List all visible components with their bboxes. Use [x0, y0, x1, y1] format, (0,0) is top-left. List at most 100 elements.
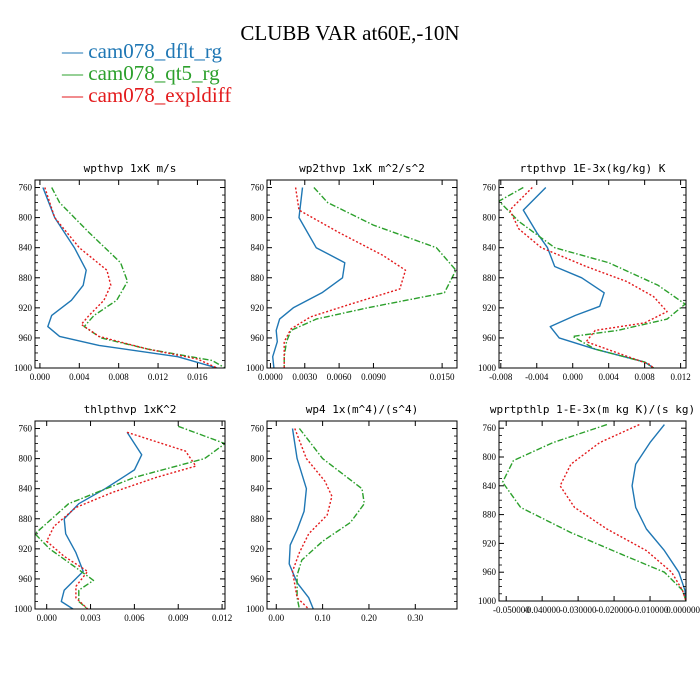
x-tick-label: 0.000 [30, 372, 51, 382]
x-tick-label: 0.0090 [361, 372, 386, 382]
panels: wpthvp 1xK m/s76080084088092096010000.00… [14, 162, 700, 623]
plot-frame [498, 179, 687, 369]
x-tick-label: 0.0030 [292, 372, 317, 382]
plot-frame [498, 420, 687, 602]
series-line-cam078_qt5_rg [51, 187, 225, 368]
x-tick-label: 0.003 [80, 613, 101, 623]
series-line-cam078_expldiff [46, 431, 197, 609]
x-tick-label: 0.004 [599, 372, 620, 382]
panel-title: wp2thvp 1xK m^2/s^2 [299, 162, 425, 175]
y-tick-label: 960 [483, 567, 497, 577]
x-tick-label: 0.000 [37, 613, 58, 623]
x-tick-label: 0.009 [168, 613, 189, 623]
y-tick-label: 760 [483, 183, 497, 193]
panel-5: wprtpthlp 1-E-3x(m kg K)/(s kg) 760 800 840… [478, 403, 700, 615]
panel-1: wp2thvp 1xK m^2/s^2 760 800 840 880 920 960 100… [246, 162, 458, 382]
y-tick-label: 960 [19, 333, 33, 343]
legend: — cam078_dflt_rg— cam078_qt5_rg— cam078_… [61, 39, 231, 107]
panel-title: wprtpthlp 1-E-3x(m kg K)/(s kg) [490, 403, 695, 416]
panel-title: rtpthvp 1E-3x(kg/kg) K [520, 162, 666, 175]
series-line-cam078_expldiff [509, 187, 668, 368]
figure-title: CLUBB VAR at60E,-10N [240, 21, 459, 45]
y-tick-label: 840 [483, 481, 497, 491]
panel-title: wpthvp 1xK m/s [84, 162, 177, 175]
y-tick-label: 840 [483, 243, 497, 253]
panel-0: wpthvp 1xK m/s76080084088092096010000.00… [14, 162, 226, 382]
series-line-cam078_qt5_rg [283, 187, 457, 368]
x-tick-label: 0.012 [212, 613, 232, 623]
series-line-cam078_qt5_rg [35, 425, 225, 609]
series-line-cam078_expldiff [283, 187, 407, 368]
panel-title: thlpthvp 1xK^2 [84, 403, 177, 416]
series-line-cam078_dflt_rg [60, 431, 143, 609]
x-tick-label: -0.030000 [560, 605, 597, 615]
y-tick-label: 1000 [246, 363, 265, 373]
y-tick-label: 1000 [14, 363, 33, 373]
x-tick-label: 0.008 [635, 372, 656, 382]
y-tick-label: 960 [251, 574, 265, 584]
y-tick-label: 920 [251, 544, 265, 554]
legend-item-0: — cam078_dflt_rg [61, 39, 223, 63]
y-tick-label: 880 [251, 514, 265, 524]
y-tick-label: 760 [19, 424, 33, 434]
y-tick-label: 920 [251, 303, 265, 313]
plot-frame [266, 420, 458, 610]
y-tick-label: 920 [483, 303, 497, 313]
x-tick-label: 0.30 [407, 613, 423, 623]
x-tick-label: 0.012 [148, 372, 168, 382]
x-tick-label: 0.006 [124, 613, 145, 623]
y-tick-label: 880 [19, 273, 33, 283]
y-tick-label: 880 [19, 514, 33, 524]
y-tick-label: 760 [251, 424, 265, 434]
series-line-cam078_qt5_rg [501, 423, 686, 601]
y-tick-label: 1000 [246, 604, 265, 614]
y-tick-label: 920 [19, 303, 33, 313]
plot-frame [266, 179, 458, 369]
y-tick-label: 800 [251, 213, 265, 223]
y-tick-label: 760 [483, 423, 497, 433]
y-tick-label: 960 [251, 333, 265, 343]
x-tick-label: 0.20 [361, 613, 377, 623]
series-line-cam078_qt5_rg [499, 186, 686, 368]
x-tick-label: -0.004 [525, 372, 549, 382]
x-tick-label: -0.010000 [632, 605, 669, 615]
y-tick-label: 880 [251, 273, 265, 283]
panel-2: rtpthvp 1E-3x(kg/kg) K 760 800 840 880 920 960… [478, 162, 691, 382]
series-line-cam078_dflt_rg [288, 428, 314, 609]
series-line-cam078_expldiff [44, 187, 218, 368]
y-tick-label: 1000 [478, 363, 497, 373]
x-tick-label: 0.0150 [430, 372, 455, 382]
x-tick-label: -0.008 [489, 372, 513, 382]
series-line-cam078_dflt_rg [631, 424, 686, 601]
x-tick-label: 0.0060 [327, 372, 352, 382]
y-tick-label: 920 [19, 544, 33, 554]
y-tick-label: 880 [483, 510, 497, 520]
panel-4: wp4 1x(m^4)/(s^4)76080084088092096010000… [246, 403, 458, 623]
x-tick-label: 0.10 [315, 613, 331, 623]
plot-frame [34, 179, 226, 369]
x-tick-label: 0.00 [268, 613, 284, 623]
x-tick-label: 0.000000 [666, 605, 700, 615]
series-line-cam078_expldiff [291, 428, 333, 609]
panel-3: thlpthvp 1xK^2 760 800 840 880 920 960 1000 0.00… [14, 403, 232, 623]
x-tick-label: 0.000 [563, 372, 584, 382]
x-tick-label: -0.040000 [524, 605, 561, 615]
y-tick-label: 800 [19, 454, 33, 464]
y-tick-label: 960 [483, 333, 497, 343]
x-tick-label: -0.020000 [596, 605, 633, 615]
y-tick-label: 1000 [478, 596, 497, 606]
y-tick-label: 840 [19, 484, 33, 494]
y-tick-label: 880 [483, 273, 497, 283]
legend-item-2: — cam078_expldiff [61, 83, 231, 107]
series-line-cam078_dflt_rg [42, 187, 218, 368]
x-tick-label: 0.008 [109, 372, 130, 382]
x-tick-label: 0.016 [187, 372, 208, 382]
legend-item-1: — cam078_qt5_rg [61, 61, 220, 85]
y-tick-label: 760 [251, 183, 265, 193]
y-tick-label: 800 [483, 213, 497, 223]
y-tick-label: 840 [19, 243, 33, 253]
y-tick-label: 920 [483, 538, 497, 548]
y-tick-label: 840 [251, 484, 265, 494]
y-tick-label: 760 [19, 183, 33, 193]
